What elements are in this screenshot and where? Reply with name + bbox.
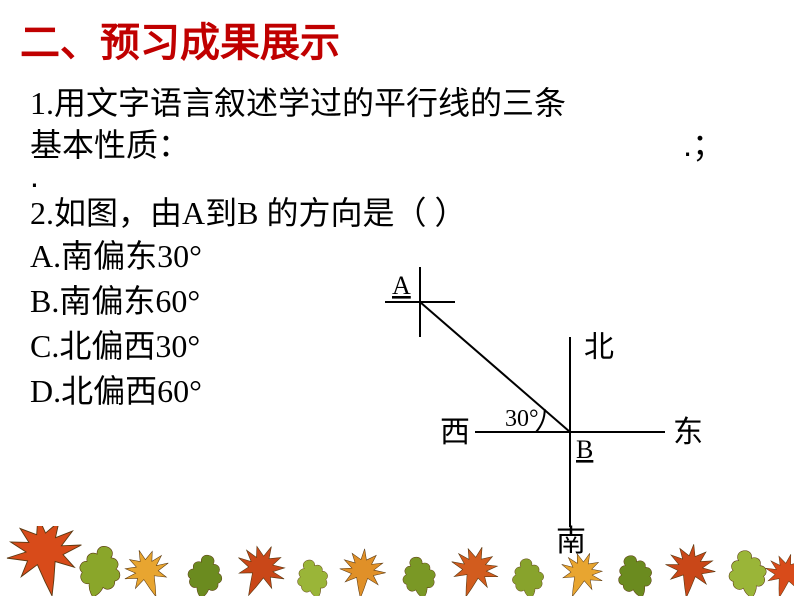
question2-prompt: 2.如图，由A到B 的方向是（ ） — [30, 193, 764, 235]
svg-text:北: 北 — [584, 331, 614, 364]
svg-text:西: 西 — [440, 416, 470, 449]
svg-text:东: 东 — [673, 416, 703, 449]
question1-trail: .； — [683, 125, 764, 167]
svg-text:B: B — [576, 435, 593, 464]
svg-text:A: A — [392, 271, 411, 300]
leaf-decoration — [0, 526, 794, 596]
question1-line2-text: 基本性质： — [30, 125, 190, 167]
question1-line1: 1.用文字语言叙述学过的平行线的三条 — [30, 83, 764, 125]
section-title: 二、预习成果展示 — [0, 0, 794, 83]
svg-text:30°: 30° — [505, 406, 539, 432]
